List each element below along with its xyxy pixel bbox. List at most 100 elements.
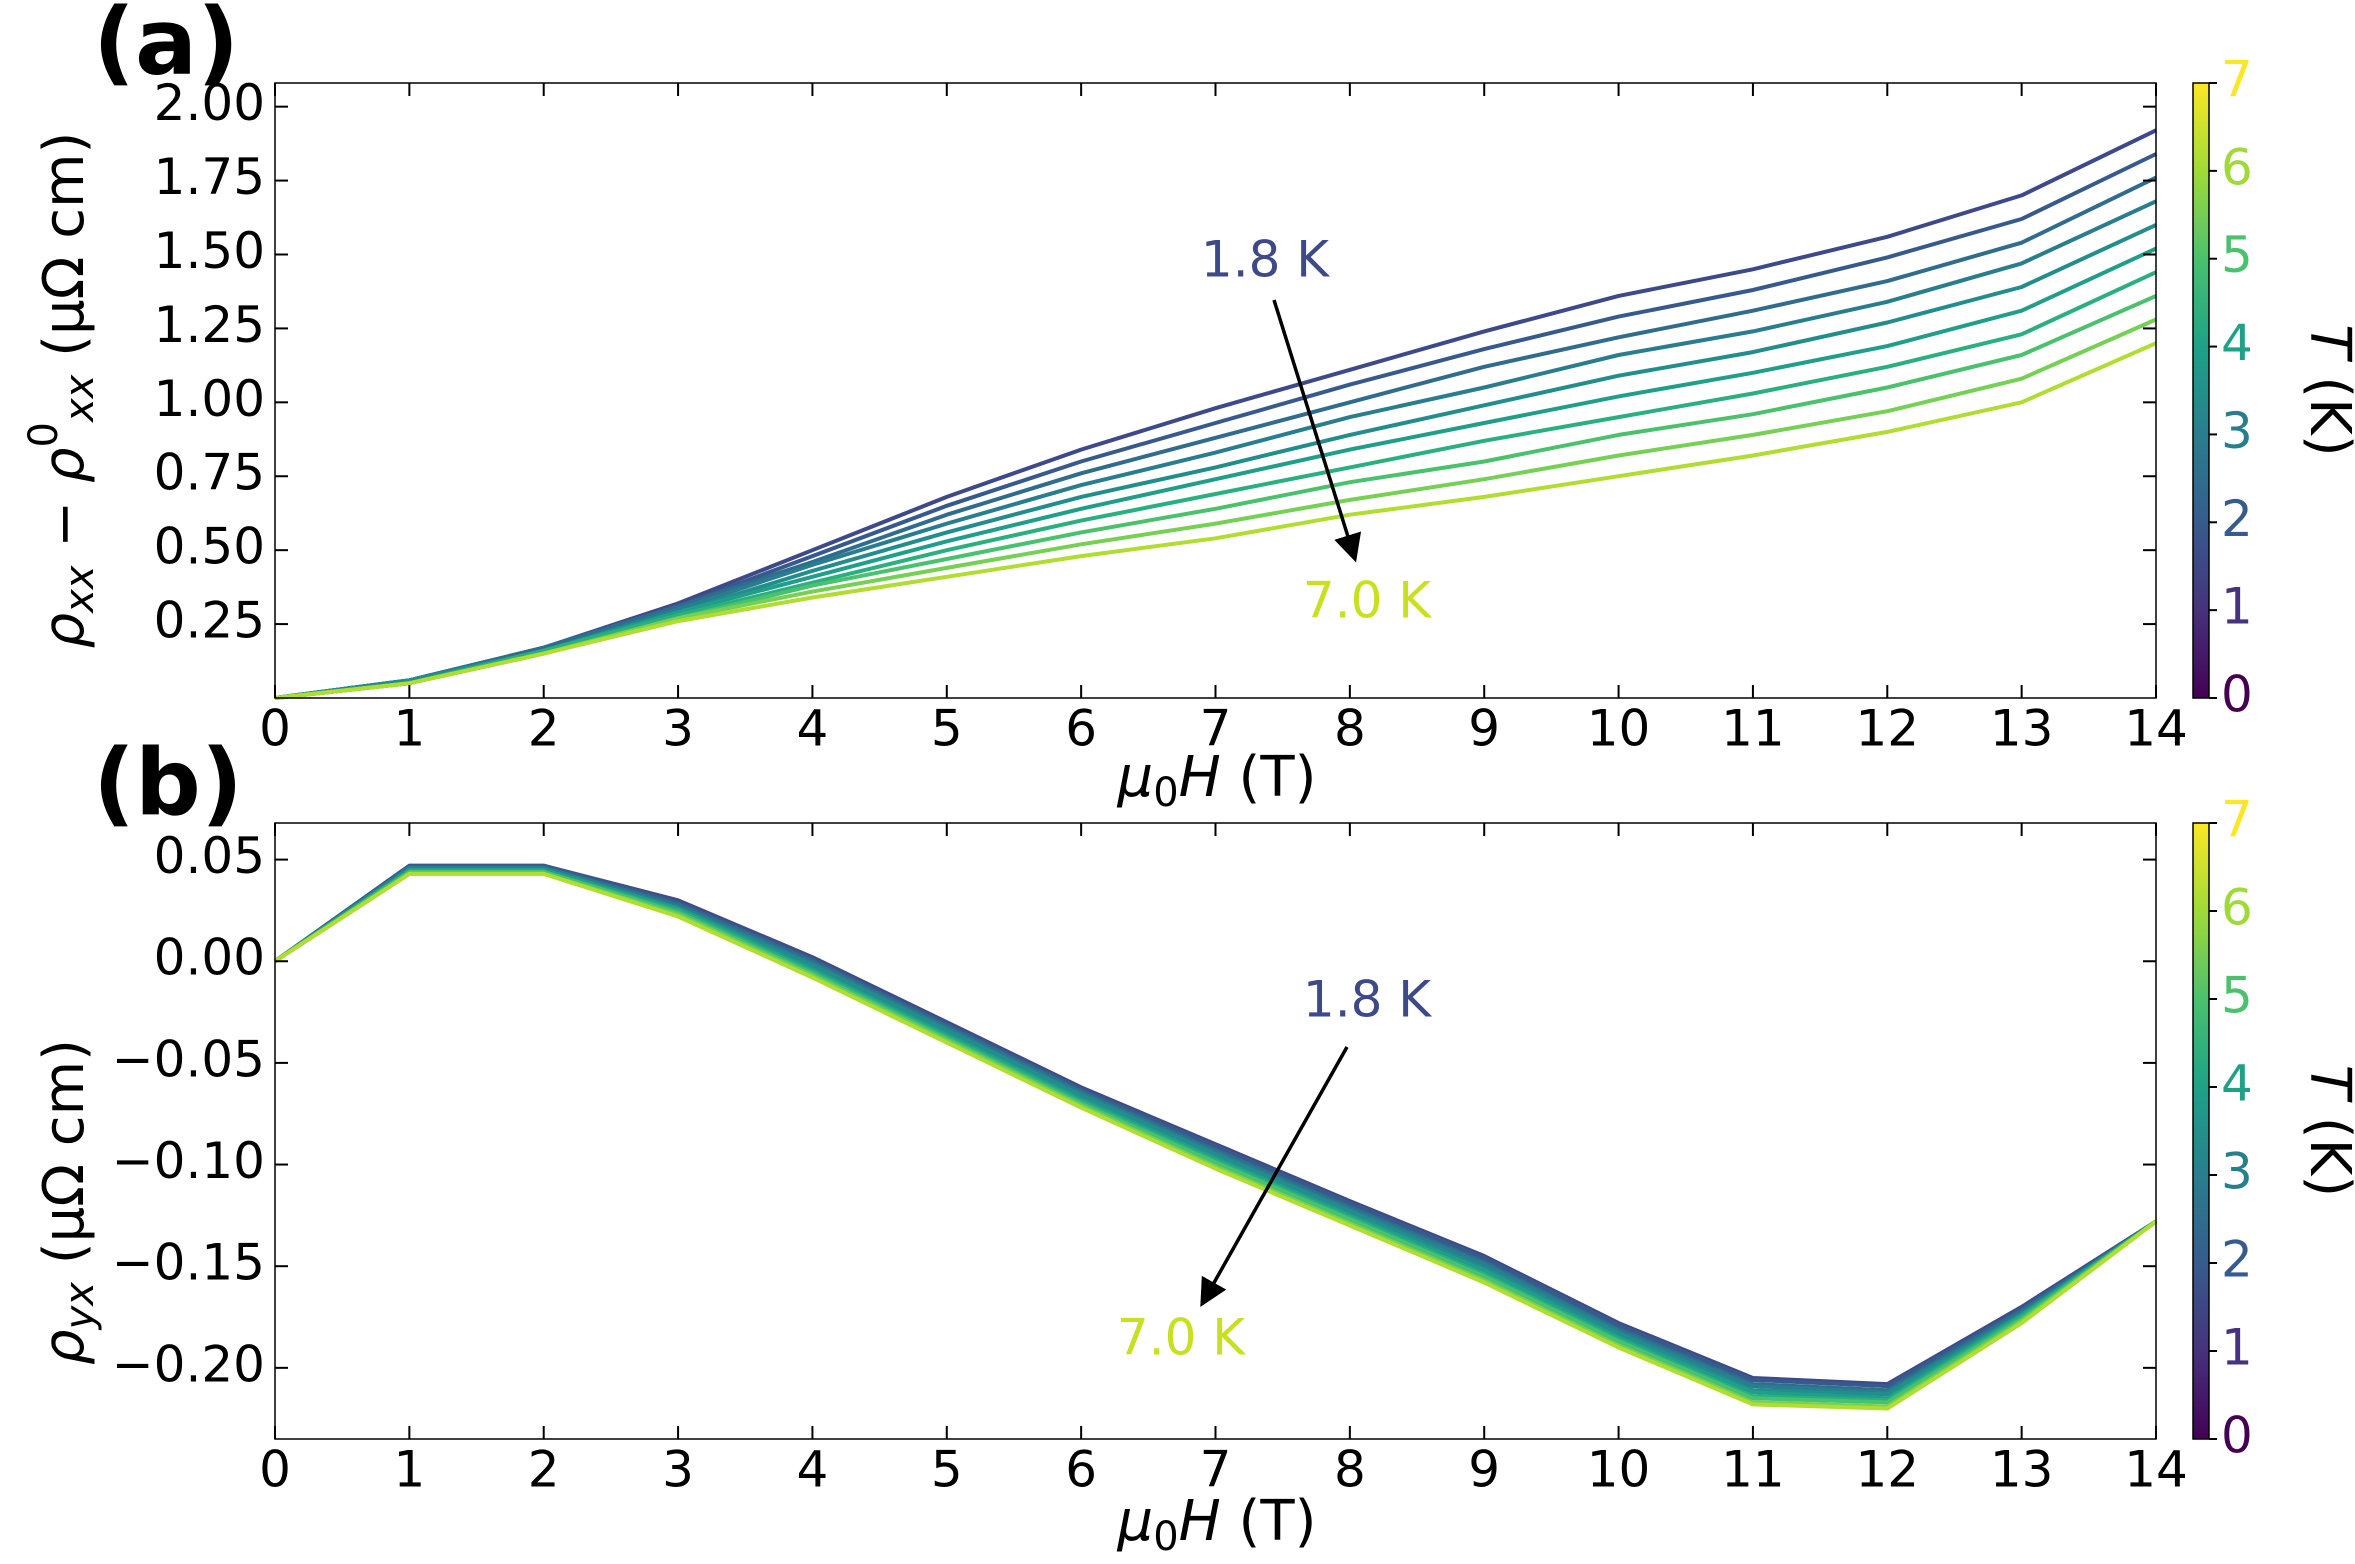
y-axis-label-part: ρ bbox=[32, 447, 97, 483]
panel-label: (b) bbox=[93, 729, 243, 836]
series-line bbox=[273, 871, 2158, 1411]
x-tick-label: 11 bbox=[1721, 1441, 1785, 1499]
x-tick-label: 7 bbox=[1200, 700, 1232, 758]
colorbar-label: T (K) bbox=[2297, 1065, 2355, 1197]
x-axis-label: μ0H (T) bbox=[1117, 745, 1317, 816]
x-axis-label-part: 0 bbox=[1153, 770, 1178, 816]
y-axis-label-part: − bbox=[32, 483, 97, 566]
x-axis-label-part: (T) bbox=[1221, 745, 1317, 810]
y-tick-label: −0.15 bbox=[112, 1234, 265, 1292]
y-tick-label: 2.00 bbox=[154, 74, 265, 132]
y-tick-label: −0.10 bbox=[112, 1132, 265, 1190]
y-tick-label: 1.50 bbox=[154, 222, 265, 280]
y-axis-label: ρxx − ρ0xx (μΩ cm) bbox=[21, 132, 103, 649]
y-tick-label: 1.75 bbox=[154, 148, 265, 206]
y-axis-label-part: 0 bbox=[21, 422, 67, 447]
colorbar-label-part: (K) bbox=[2297, 1099, 2355, 1197]
x-axis-label-part: μ bbox=[1117, 745, 1154, 810]
y-tick-label: 0.25 bbox=[154, 592, 265, 650]
colorbar-tick-label: 7 bbox=[2221, 51, 2253, 109]
x-tick-label: 9 bbox=[1468, 1441, 1500, 1499]
colorbar-tick-label: 4 bbox=[2221, 314, 2253, 372]
y-tick-label: 0.00 bbox=[154, 929, 265, 987]
series-line bbox=[274, 270, 2157, 700]
x-tick-label: 1 bbox=[393, 700, 425, 758]
x-axis-label-part: H bbox=[1179, 1489, 1221, 1554]
y-tick-label: 0.05 bbox=[154, 827, 265, 885]
x-tick-label: 7 bbox=[1200, 1441, 1232, 1499]
annotation: 7.0 K bbox=[1117, 1309, 1246, 1367]
y-axis-label: ρyx (μΩ cm) bbox=[32, 1039, 103, 1365]
colorbar-tick-label: 3 bbox=[2221, 1143, 2253, 1201]
colorbar-tick-label: 1 bbox=[2221, 578, 2253, 636]
x-tick-label: 3 bbox=[662, 700, 694, 758]
y-axis-label-part: xx bbox=[57, 374, 103, 424]
x-tick-label: 11 bbox=[1721, 700, 1785, 758]
y-axis-label-part: xx bbox=[57, 565, 103, 615]
colorbar-tick-label: 1 bbox=[2221, 1319, 2253, 1377]
colorbar-tick-label: 6 bbox=[2221, 879, 2253, 937]
x-tick-label: 10 bbox=[1587, 700, 1651, 758]
y-axis-label-part: ρ bbox=[32, 613, 97, 649]
colorbar-tick-label: 5 bbox=[2221, 226, 2253, 284]
x-tick-label: 6 bbox=[1065, 700, 1097, 758]
y-tick-label: 1.25 bbox=[154, 296, 265, 354]
x-tick-label: 12 bbox=[1855, 700, 1919, 758]
colorbar-tick-label: 2 bbox=[2221, 490, 2253, 548]
x-tick-label: 14 bbox=[2124, 1441, 2188, 1499]
x-axis-label-part: H bbox=[1179, 745, 1221, 810]
colorbar-tick-label: 3 bbox=[2221, 402, 2253, 460]
annotation: 1.8 K bbox=[1201, 231, 1330, 289]
x-tick-label: 13 bbox=[1990, 1441, 2054, 1499]
annotation: 1.8 K bbox=[1303, 971, 1432, 1029]
x-tick-label: 2 bbox=[528, 1441, 560, 1499]
colorbar-tick-label: 0 bbox=[2221, 1407, 2253, 1465]
y-tick-label: −0.05 bbox=[112, 1030, 265, 1088]
annotation-arrow bbox=[1200, 1046, 1349, 1308]
colorbar-label-part: T bbox=[2297, 1065, 2355, 1103]
series-line bbox=[274, 175, 2157, 700]
x-tick-label: 5 bbox=[931, 1441, 963, 1499]
x-tick-label: 13 bbox=[1990, 700, 2054, 758]
x-axis-label-part: μ bbox=[1117, 1489, 1154, 1554]
colorbar-label-part: (K) bbox=[2297, 359, 2355, 457]
colorbar bbox=[2192, 82, 2210, 699]
y-tick-label: 0.75 bbox=[154, 444, 265, 502]
y-tick-label: 0.50 bbox=[154, 518, 265, 576]
x-tick-label: 10 bbox=[1587, 1441, 1651, 1499]
x-tick-label: 1 bbox=[393, 1441, 425, 1499]
x-tick-label: 5 bbox=[931, 700, 963, 758]
series-line bbox=[274, 246, 2157, 700]
x-tick-label: 6 bbox=[1065, 1441, 1097, 1499]
y-axis-label-part: yx bbox=[57, 1282, 103, 1331]
x-tick-label: 2 bbox=[528, 700, 560, 758]
x-tick-label: 14 bbox=[2124, 700, 2188, 758]
x-tick-label: 9 bbox=[1468, 700, 1500, 758]
colorbar-label-part: T bbox=[2297, 324, 2355, 362]
y-tick-label: −0.20 bbox=[112, 1335, 265, 1393]
y-tick-label: 1.00 bbox=[154, 370, 265, 428]
y-axis-label-part: (μΩ cm) bbox=[32, 132, 97, 375]
colorbar-tick-label: 4 bbox=[2221, 1055, 2253, 1113]
annotation: 7.0 K bbox=[1303, 572, 1432, 630]
colorbar bbox=[2192, 822, 2210, 1440]
series-line bbox=[273, 863, 2158, 1387]
x-tick-label: 8 bbox=[1334, 1441, 1366, 1499]
x-axis-label-part: 0 bbox=[1153, 1514, 1178, 1560]
series-line bbox=[274, 341, 2157, 700]
panel-label: (a) bbox=[93, 0, 239, 95]
x-axis-label: μ0H (T) bbox=[1117, 1489, 1317, 1560]
colorbar-tick-label: 6 bbox=[2221, 138, 2253, 196]
series-line bbox=[274, 223, 2157, 700]
y-axis-label-part: ρ bbox=[32, 1329, 97, 1365]
y-axis-label-part: (μΩ cm) bbox=[32, 1039, 97, 1282]
colorbar-tick-label: 7 bbox=[2221, 791, 2253, 849]
colorbar-label: T (K) bbox=[2297, 324, 2355, 456]
x-tick-label: 3 bbox=[662, 1441, 694, 1499]
x-tick-label: 4 bbox=[797, 1441, 829, 1499]
x-axis-label-part: (T) bbox=[1221, 1489, 1317, 1554]
colorbar-tick-label: 0 bbox=[2221, 666, 2253, 724]
x-tick-label: 0 bbox=[259, 700, 291, 758]
x-tick-label: 4 bbox=[797, 700, 829, 758]
